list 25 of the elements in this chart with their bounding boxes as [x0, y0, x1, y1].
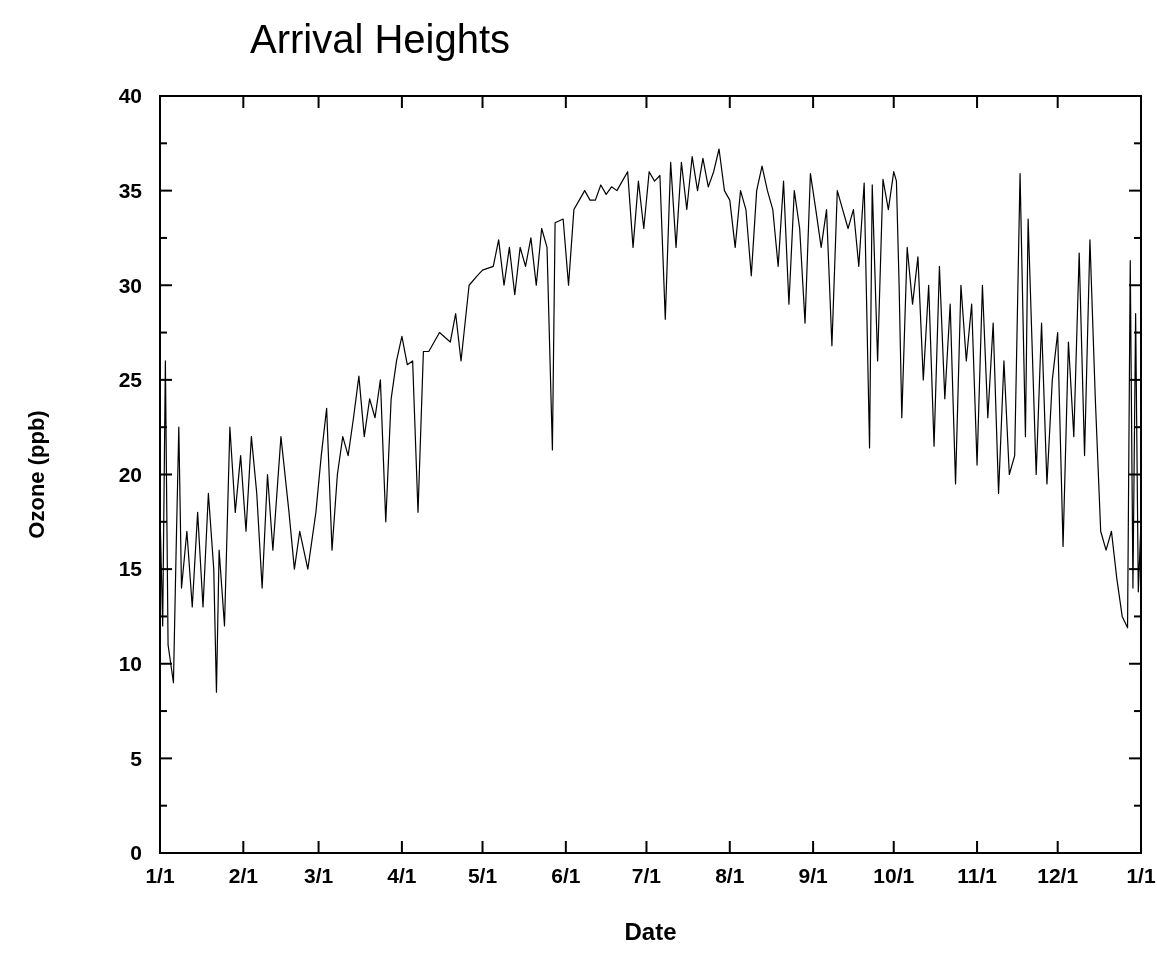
x-tick-label: 5/1	[467, 864, 498, 887]
x-tick-label: 1/1	[1126, 864, 1156, 887]
x-axis-title: Date	[624, 918, 677, 945]
y-tick-label: 35	[118, 178, 143, 202]
y-tick-label: 30	[118, 273, 142, 297]
y-tick-label: 0	[130, 841, 142, 865]
x-tick-label: 8/1	[715, 864, 745, 887]
x-tick-label: 11/1	[957, 864, 998, 887]
x-tick-label: 6/1	[551, 864, 581, 887]
x-tick-label: 4/1	[387, 864, 417, 887]
x-tick-label: 1/1	[145, 864, 175, 887]
x-tick-label: 2/1	[228, 864, 259, 887]
y-tick-label: 15	[118, 557, 143, 581]
y-tick-label: 10	[118, 652, 142, 676]
x-tick-label: 12/1	[1037, 864, 1079, 887]
y-tick-label: 20	[118, 462, 142, 486]
x-tick-label: 9/1	[798, 864, 829, 887]
y-tick-label: 25	[118, 368, 143, 392]
y-tick-label: 40	[118, 84, 142, 108]
y-axis-title: Ozone (ppb)	[24, 410, 49, 539]
x-tick-label: 7/1	[631, 864, 662, 887]
chart-title: Arrival Heights	[249, 17, 511, 61]
x-tick-label: 10/1	[873, 864, 915, 887]
x-tick-label: 3/1	[303, 864, 334, 887]
y-tick-label: 5	[130, 746, 143, 770]
